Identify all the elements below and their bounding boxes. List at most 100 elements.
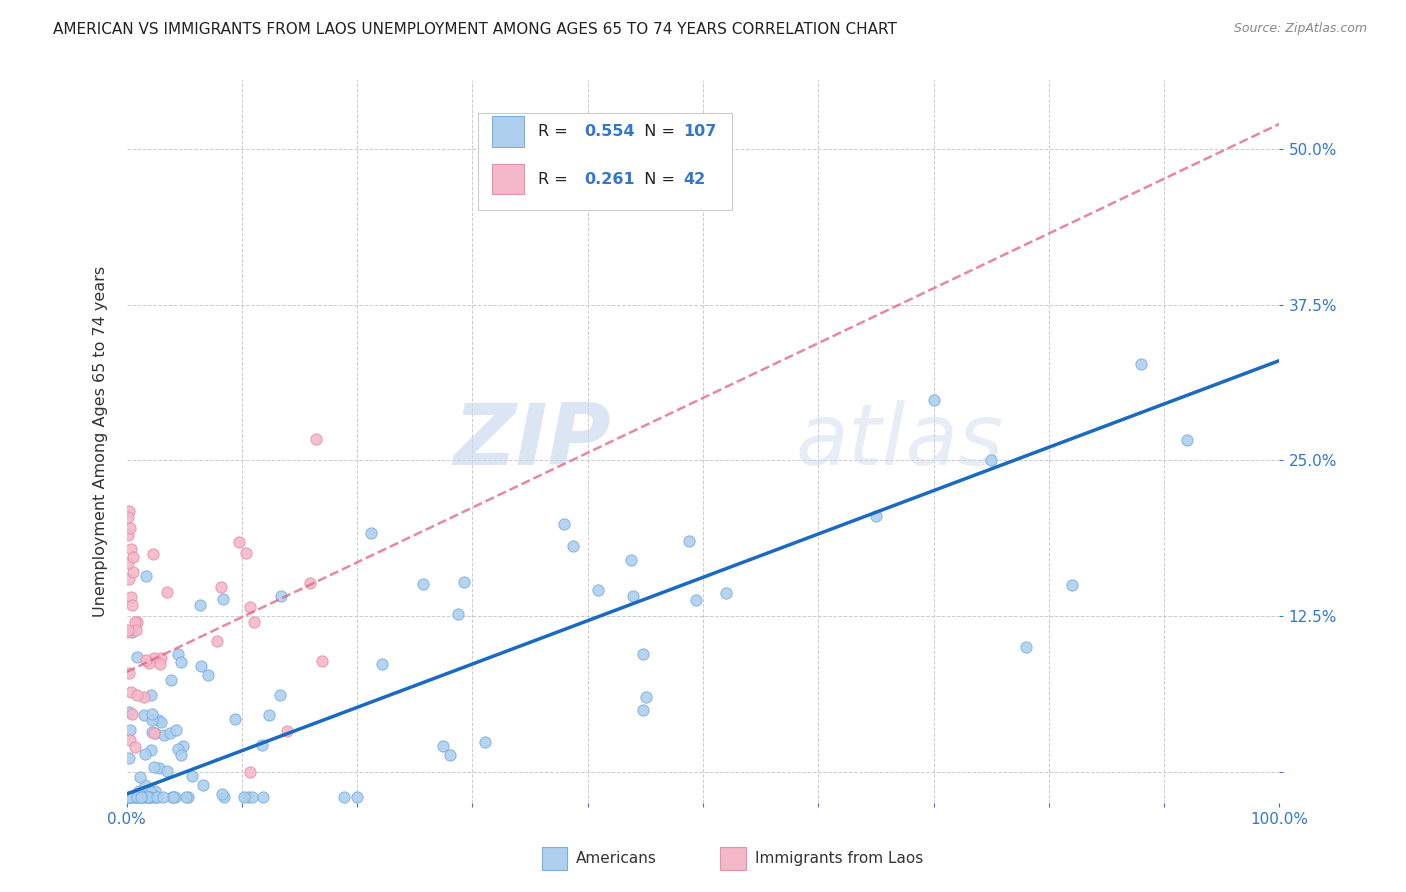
Bar bbox=[478, 112, 733, 211]
Point bbox=[118, 521, 141, 535]
Point bbox=[922, 392, 945, 407]
Text: ZIP: ZIP bbox=[453, 400, 610, 483]
Point bbox=[134, 789, 156, 804]
Point bbox=[124, 739, 146, 754]
Point bbox=[139, 789, 162, 804]
Point bbox=[150, 651, 173, 665]
Text: Source: ZipAtlas.com: Source: ZipAtlas.com bbox=[1233, 22, 1367, 36]
Point bbox=[412, 577, 434, 591]
Point bbox=[120, 591, 142, 605]
Point bbox=[163, 789, 186, 804]
Point bbox=[152, 789, 174, 804]
Point bbox=[212, 789, 235, 804]
Point bbox=[148, 761, 170, 775]
Point bbox=[432, 739, 454, 754]
Y-axis label: Unemployment Among Ages 65 to 74 years: Unemployment Among Ages 65 to 74 years bbox=[93, 266, 108, 617]
Point bbox=[156, 584, 179, 599]
Text: N =: N = bbox=[634, 124, 681, 139]
Point bbox=[135, 569, 157, 583]
Point bbox=[371, 657, 394, 672]
Point bbox=[621, 589, 644, 603]
Point bbox=[685, 592, 707, 607]
Point bbox=[332, 789, 354, 804]
Point bbox=[120, 789, 142, 804]
Point bbox=[305, 432, 328, 446]
Text: 0.554: 0.554 bbox=[585, 124, 636, 139]
Text: atlas: atlas bbox=[796, 400, 1004, 483]
Text: Immigrants from Laos: Immigrants from Laos bbox=[755, 851, 924, 866]
Point bbox=[125, 789, 148, 804]
Point bbox=[139, 743, 162, 757]
Point bbox=[125, 623, 148, 637]
Text: R =: R = bbox=[538, 124, 574, 139]
Point bbox=[136, 789, 159, 804]
Point bbox=[453, 575, 475, 590]
Point bbox=[143, 784, 166, 798]
Point bbox=[117, 624, 139, 639]
Point bbox=[131, 789, 153, 804]
Point bbox=[145, 789, 167, 804]
Point bbox=[121, 598, 143, 612]
Point bbox=[980, 453, 1002, 467]
Point bbox=[132, 707, 155, 722]
Point bbox=[299, 576, 322, 591]
Point bbox=[141, 725, 163, 739]
Point bbox=[134, 778, 156, 792]
Point bbox=[127, 688, 149, 702]
Point bbox=[138, 789, 160, 804]
Point bbox=[134, 747, 156, 761]
Point bbox=[172, 739, 194, 753]
Point bbox=[118, 733, 141, 747]
Point bbox=[239, 764, 262, 779]
Point bbox=[128, 770, 150, 784]
Bar bbox=[541, 847, 567, 870]
Point bbox=[129, 789, 152, 804]
Point bbox=[118, 751, 141, 765]
Point bbox=[141, 713, 163, 727]
Point bbox=[236, 789, 259, 804]
Point bbox=[174, 789, 197, 804]
Point bbox=[125, 789, 148, 804]
Point bbox=[162, 789, 184, 804]
Point bbox=[142, 547, 165, 561]
Point bbox=[865, 508, 887, 523]
Point bbox=[131, 789, 153, 804]
Point bbox=[118, 723, 141, 737]
Point bbox=[118, 789, 141, 804]
Point bbox=[135, 653, 157, 667]
Point bbox=[176, 789, 198, 804]
Point bbox=[121, 624, 143, 639]
Point bbox=[633, 648, 655, 662]
Point bbox=[235, 546, 257, 560]
Point bbox=[190, 658, 212, 673]
Point bbox=[124, 615, 146, 629]
Point bbox=[117, 528, 139, 542]
Point bbox=[120, 542, 142, 557]
Point bbox=[311, 655, 333, 669]
Point bbox=[1130, 357, 1153, 371]
Point bbox=[191, 778, 214, 792]
Point bbox=[634, 690, 657, 704]
Point bbox=[714, 586, 737, 600]
Point bbox=[240, 789, 263, 804]
Point bbox=[167, 648, 190, 662]
Point bbox=[276, 724, 298, 739]
Point bbox=[141, 688, 163, 702]
Point bbox=[118, 666, 141, 681]
Bar bbox=[720, 847, 745, 870]
Text: N =: N = bbox=[634, 172, 681, 186]
Point bbox=[139, 785, 162, 799]
Point bbox=[1175, 433, 1198, 447]
Point bbox=[117, 557, 139, 571]
Point bbox=[159, 726, 181, 740]
Point bbox=[209, 580, 232, 594]
Point bbox=[127, 650, 149, 665]
Bar bbox=[492, 116, 524, 147]
Text: AMERICAN VS IMMIGRANTS FROM LAOS UNEMPLOYMENT AMONG AGES 65 TO 74 YEARS CORRELAT: AMERICAN VS IMMIGRANTS FROM LAOS UNEMPLO… bbox=[53, 22, 897, 37]
Point bbox=[205, 633, 228, 648]
Point bbox=[122, 550, 145, 565]
Point bbox=[142, 760, 165, 774]
Point bbox=[149, 715, 172, 730]
Point bbox=[142, 726, 165, 740]
Point bbox=[118, 789, 141, 804]
